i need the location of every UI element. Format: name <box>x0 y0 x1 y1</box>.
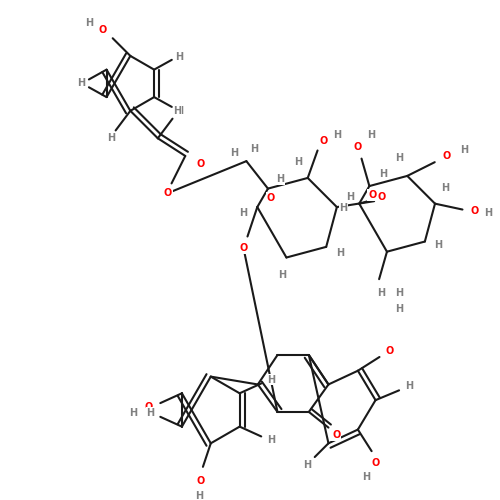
Text: H: H <box>394 304 403 314</box>
Text: H: H <box>396 154 404 164</box>
Text: H: H <box>379 170 387 179</box>
Text: O: O <box>144 402 152 412</box>
Text: O: O <box>378 192 386 202</box>
Text: O: O <box>368 190 376 200</box>
Text: H: H <box>377 288 385 298</box>
Text: H: H <box>85 18 93 28</box>
Text: O: O <box>266 193 274 203</box>
Text: H: H <box>484 208 492 218</box>
Text: O: O <box>385 346 394 356</box>
Text: H: H <box>294 157 302 167</box>
Text: H: H <box>77 78 85 88</box>
Text: H: H <box>460 146 468 156</box>
Text: H: H <box>340 202 347 212</box>
Text: H: H <box>368 130 376 140</box>
Text: H: H <box>250 144 258 154</box>
Text: H: H <box>230 148 238 158</box>
Text: H: H <box>362 472 370 482</box>
Text: O: O <box>372 458 380 468</box>
Text: H: H <box>276 174 284 184</box>
Text: H: H <box>336 248 344 258</box>
Text: H: H <box>129 408 137 418</box>
Text: O: O <box>99 26 107 36</box>
Text: H: H <box>267 374 275 384</box>
Text: H: H <box>441 183 449 193</box>
Text: H: H <box>174 106 182 116</box>
Text: H: H <box>106 134 115 143</box>
Text: H: H <box>146 408 154 418</box>
Text: O: O <box>332 430 340 440</box>
Text: H: H <box>303 460 311 470</box>
Text: O: O <box>354 142 362 152</box>
Text: H: H <box>267 436 275 446</box>
Text: H: H <box>176 106 184 116</box>
Text: O: O <box>470 206 478 216</box>
Text: O: O <box>320 136 328 145</box>
Text: H: H <box>333 130 341 140</box>
Text: H: H <box>278 270 286 280</box>
Text: H: H <box>434 240 442 250</box>
Text: O: O <box>442 152 450 162</box>
Text: O: O <box>240 244 248 254</box>
Text: H: H <box>77 78 85 88</box>
Text: O: O <box>197 159 205 169</box>
Text: O: O <box>197 476 205 486</box>
Text: H: H <box>176 52 184 62</box>
Text: H: H <box>346 192 354 202</box>
Text: O: O <box>164 188 172 198</box>
Text: H: H <box>240 208 248 218</box>
Text: H: H <box>195 492 203 500</box>
Text: H: H <box>394 288 403 298</box>
Text: H: H <box>405 382 413 392</box>
